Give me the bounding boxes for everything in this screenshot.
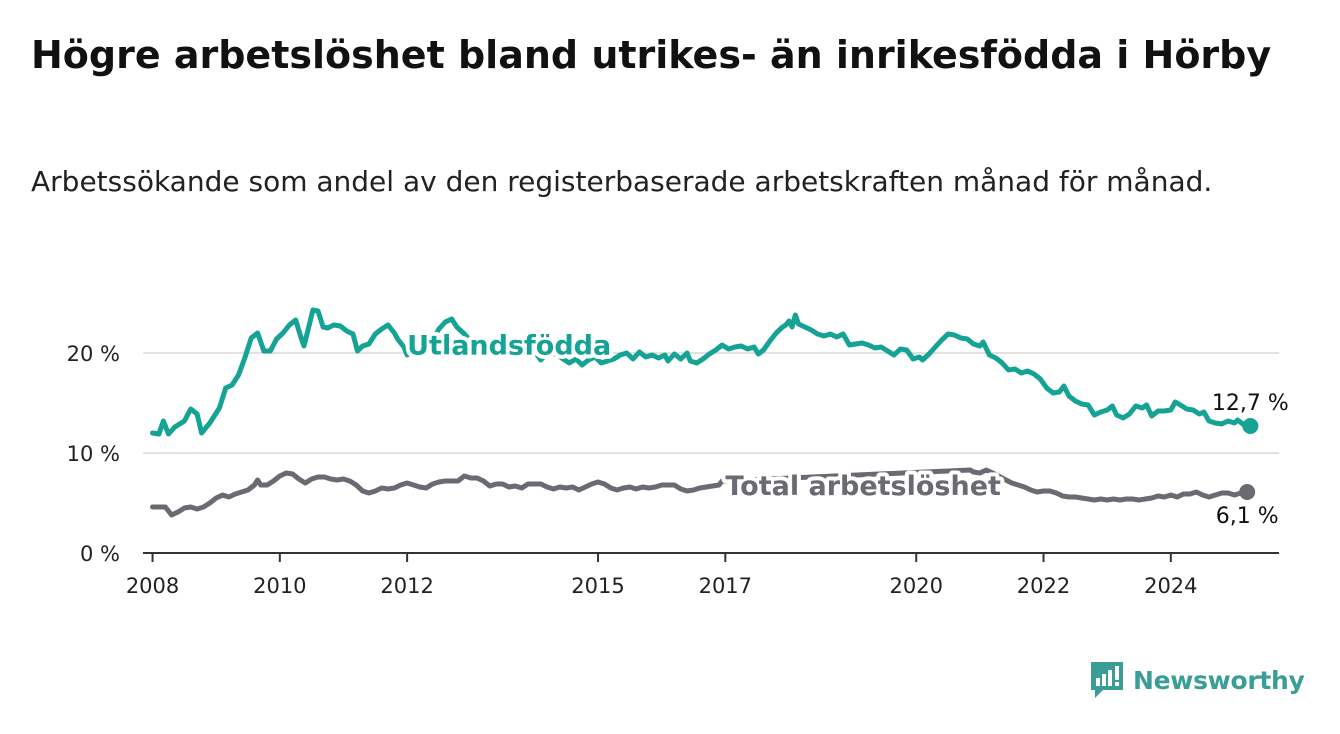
brand-name: Newsworthy [1133, 665, 1305, 695]
y-tick-label-20: 20 % [67, 342, 120, 366]
x-axis: 2008 2010 2012 2015 2017 2020 2022 2024 [126, 552, 1279, 598]
x-tick-label-2022: 2022 [1017, 574, 1070, 598]
x-tick-label-2017: 2017 [699, 574, 752, 598]
x-tick-label-2008: 2008 [126, 574, 179, 598]
x-tick-label-2020: 2020 [890, 574, 943, 598]
bar-chart-logo-icon [1091, 662, 1123, 698]
gridlines [143, 352, 1279, 454]
chart-subtitle: Arbetssökande som andel av den registerb… [31, 165, 1213, 198]
series-name-label-foreign: Utlandsfödda [407, 331, 611, 362]
chart-title: Högre arbetslöshet bland utrikes- än inr… [31, 33, 1272, 77]
end-value-label-total: 6,1 % [1216, 504, 1279, 529]
series-labels: Utlandsfödda Total arbetslöshet 12,7 % 6,1 … [403, 327, 1292, 533]
x-tick-label-2015: 2015 [571, 574, 624, 598]
series-lines [150, 307, 1259, 518]
series-endpoint-total [1239, 484, 1256, 500]
series-endpoint-foreign [1242, 418, 1259, 434]
series-line-foreign [150, 307, 1253, 437]
x-tick-label-2012: 2012 [380, 574, 433, 598]
end-value-label-foreign: 12,7 % [1212, 391, 1289, 416]
newsworthy-logo: Newsworthy [1089, 660, 1305, 700]
y-axis-tick-labels: 0 % 10 % 20 % [67, 342, 120, 566]
y-tick-label-10: 10 % [67, 442, 120, 466]
x-tick-label-2024: 2024 [1144, 574, 1197, 598]
series-line-total [150, 467, 1250, 518]
series-name-label-total: Total arbetslöshet [725, 471, 1001, 502]
x-tick-label-2010: 2010 [253, 574, 306, 598]
y-tick-label-0: 0 % [80, 542, 120, 566]
